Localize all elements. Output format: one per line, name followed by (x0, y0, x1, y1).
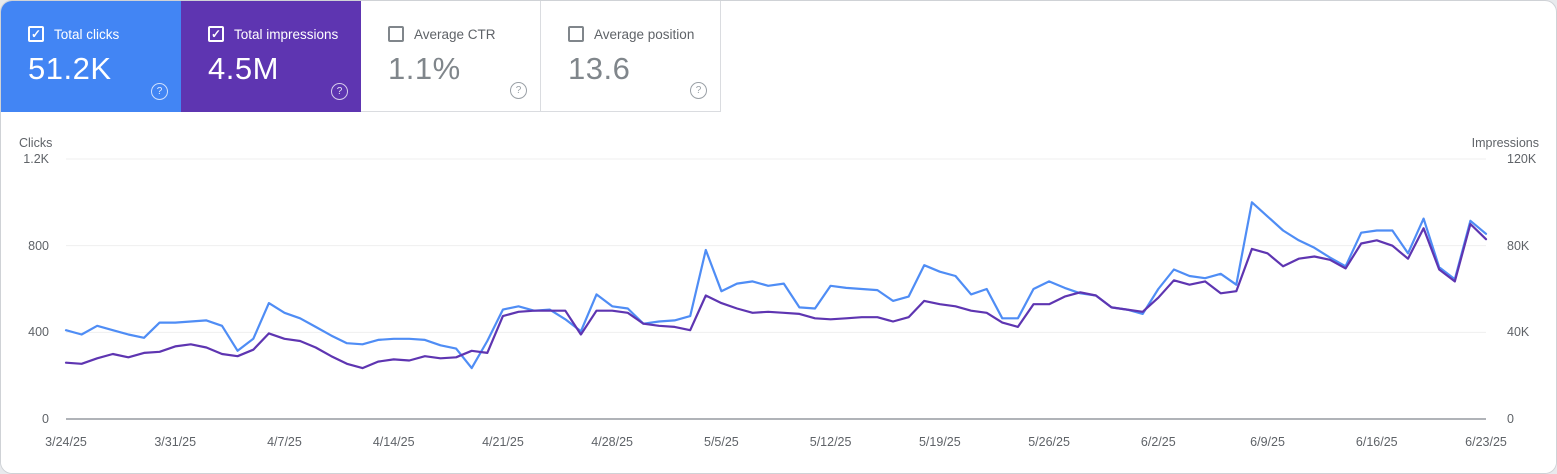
card-label: Average CTR (414, 26, 496, 42)
x-axis-tick-label: 6/23/25 (1465, 435, 1507, 449)
left-axis-title: Clicks (19, 136, 53, 150)
total-clicks-checkbox[interactable]: ✓ (28, 26, 44, 42)
x-axis-tick-label: 6/9/25 (1250, 435, 1285, 449)
x-axis-tick-label: 4/21/25 (482, 435, 524, 449)
right-axis-title: Impressions (1471, 136, 1539, 150)
card-value: 4.5M (208, 51, 279, 86)
card-total-impressions[interactable]: ✓ Total impressions 4.5M ? (181, 1, 361, 112)
x-axis-tick-label: 6/2/25 (1140, 435, 1176, 449)
help-icon[interactable]: ? (690, 82, 707, 99)
right-axis-tick-label: 40K (1507, 325, 1530, 340)
total-impressions-checkbox[interactable]: ✓ (208, 26, 224, 42)
performance-chart[interactable]: Clicks Impressions 1.2K 800 400 0 120K 80K 40… (1, 112, 1557, 474)
x-axis-tick-label: 3/24/25 (45, 435, 87, 449)
left-axis-tick-label: 1.2K (23, 152, 49, 166)
right-axis-tick-label: 120K (1507, 152, 1537, 166)
x-axis-tick-label: 4/28/25 (591, 435, 633, 449)
card-total-clicks[interactable]: ✓ Total clicks 51.2K ? (1, 1, 181, 112)
card-value: 1.1% (388, 51, 461, 86)
card-label: Total impressions (234, 26, 339, 42)
x-axis-tick-label: 5/19/25 (918, 435, 961, 449)
average-position-checkbox[interactable] (568, 26, 584, 42)
left-axis-tick-label: 800 (28, 238, 49, 253)
series-line-clicks[interactable] (64, 201, 1488, 370)
card-label: Total clicks (54, 26, 120, 42)
x-axis-tick-label: 4/7/25 (267, 435, 302, 449)
x-axis-tick-label: 4/14/25 (372, 435, 415, 449)
card-value: 51.2K (28, 51, 112, 86)
left-axis-tick-label: 400 (28, 325, 49, 340)
card-label: Average position (594, 26, 695, 42)
x-axis-tick-label: 5/12/25 (809, 435, 852, 449)
checkmark-icon: ✓ (30, 27, 42, 41)
help-icon[interactable]: ? (151, 83, 168, 100)
card-average-ctr[interactable]: Average CTR 1.1% ? (361, 1, 541, 112)
right-axis-tick-label: 80K (1507, 238, 1530, 253)
metric-cards-row: ✓ Total clicks 51.2K ? ✓ Total impressio… (1, 1, 1556, 112)
x-axis-tick-label: 5/5/25 (703, 435, 739, 449)
series-line-impressions[interactable] (64, 222, 1488, 370)
card-value: 13.6 (568, 51, 631, 86)
x-axis-tick-label: 5/26/25 (1028, 435, 1070, 449)
chart-canvas[interactable] (1, 112, 1557, 474)
help-icon[interactable]: ? (331, 83, 348, 100)
card-average-position[interactable]: Average position 13.6 ? (541, 1, 721, 112)
help-icon[interactable]: ? (510, 82, 527, 99)
x-axis-tick-label: 3/31/25 (154, 435, 197, 449)
left-axis-tick-label: 0 (42, 412, 49, 426)
checkmark-icon: ✓ (210, 27, 222, 41)
right-axis-tick-label: 0 (1507, 412, 1514, 426)
x-axis-tick-label: 6/16/25 (1355, 435, 1398, 449)
average-ctr-checkbox[interactable] (388, 26, 404, 42)
